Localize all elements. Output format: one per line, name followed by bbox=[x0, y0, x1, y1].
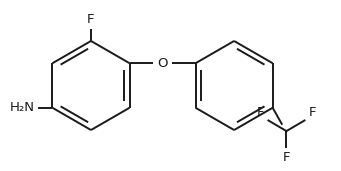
Text: F: F bbox=[87, 13, 95, 26]
Text: O: O bbox=[157, 57, 168, 70]
Text: F: F bbox=[309, 106, 316, 119]
Text: F: F bbox=[283, 151, 290, 164]
Text: F: F bbox=[257, 106, 264, 119]
Text: H₂N: H₂N bbox=[10, 101, 34, 114]
